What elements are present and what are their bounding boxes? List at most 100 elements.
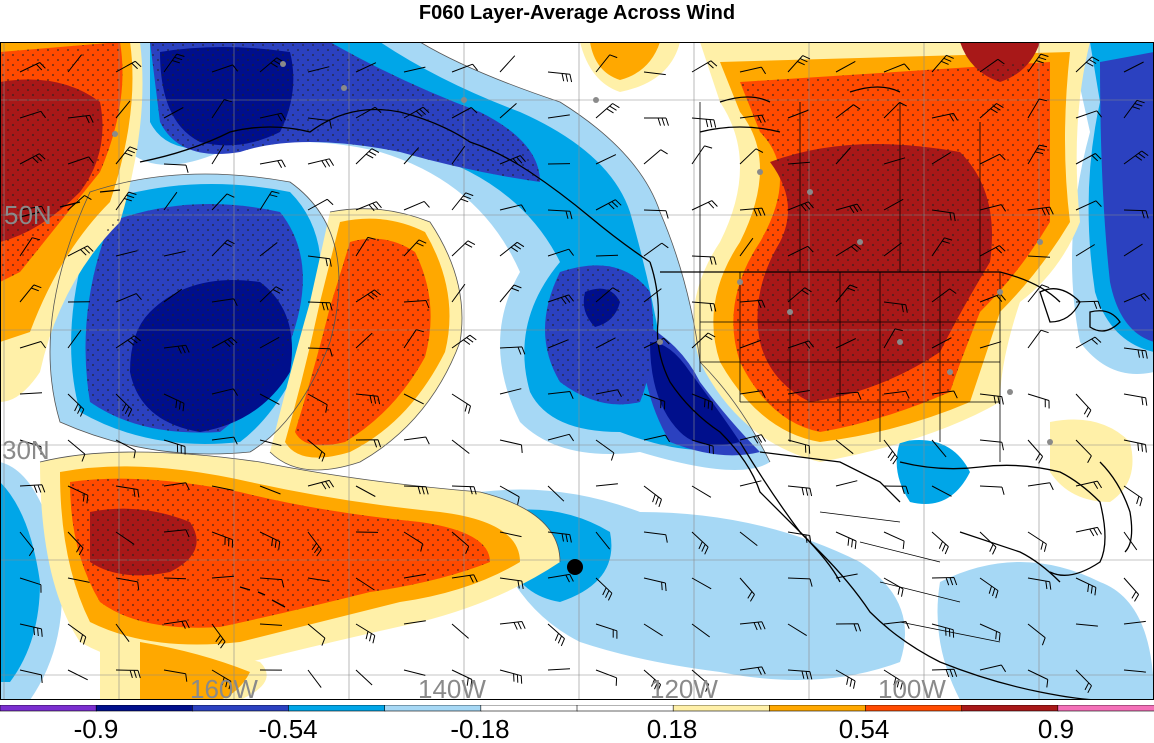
wind-barb (499, 439, 523, 453)
colorbar-swatch (192, 705, 290, 712)
wind-barb (979, 204, 1007, 212)
colorbar-label: -0.18 (450, 714, 509, 743)
wind-barb (835, 104, 861, 119)
station-dot (1007, 389, 1013, 395)
wind-barb (739, 577, 755, 602)
wind-barb (499, 621, 526, 630)
wind-barb (835, 573, 858, 579)
wind-barb (1027, 255, 1051, 258)
wind-barb (403, 106, 430, 119)
wind-barb (67, 156, 94, 165)
canada-coast-islands (699, 86, 901, 133)
wind-barb (1075, 623, 1098, 627)
wind-barb (643, 288, 662, 303)
wind-barb (931, 531, 949, 555)
wind-barb (211, 669, 232, 690)
wind-barb (979, 439, 1004, 451)
wind-barb (259, 57, 284, 73)
wind-barb (883, 531, 905, 550)
wind-barb (931, 390, 958, 399)
station-dot (461, 97, 467, 103)
wind-barb (451, 669, 473, 688)
wind-barb (67, 623, 87, 645)
wind-barb (499, 669, 523, 684)
wind-barb (931, 668, 958, 678)
wind-barb (211, 298, 238, 307)
wind-barb (451, 192, 474, 211)
wind-barb (355, 439, 382, 448)
wind-barb (787, 390, 810, 395)
wind-barb (307, 531, 322, 557)
wind-barb (355, 106, 382, 119)
wind-barb (115, 100, 131, 119)
wind-barb (1075, 300, 1102, 309)
wind-barb (259, 623, 283, 626)
wind-barb (979, 58, 1005, 73)
wind-barb (211, 337, 238, 349)
wind-barb (1027, 329, 1049, 349)
wind-barb (931, 288, 957, 303)
wind-barb (451, 485, 477, 495)
wind-barb (835, 243, 862, 257)
wind-barb (451, 145, 466, 165)
wind-barb (67, 114, 94, 124)
field-blob-yellow-florida (1050, 419, 1133, 502)
wind-barb (644, 117, 669, 126)
wind-barb (979, 664, 1007, 673)
wind-barb (595, 154, 617, 165)
wind-barb (355, 623, 376, 644)
gulf-coast (899, 461, 1106, 576)
wind-barb (451, 439, 470, 454)
wind-barb (307, 479, 335, 490)
wind-barb (163, 288, 183, 303)
wind-barb (355, 289, 381, 303)
wind-barb (67, 393, 85, 417)
wind-barb (979, 293, 1006, 303)
colorbar-label: -0.9 (74, 714, 119, 743)
wind-barb (835, 669, 856, 689)
wind-barb (835, 531, 857, 549)
wind-barb (643, 531, 668, 543)
wind-barb (259, 577, 285, 588)
wind-barb (1027, 98, 1048, 119)
wind-barb (691, 439, 714, 455)
wind-barb (307, 255, 332, 267)
colorbar-swatch (961, 705, 1059, 712)
field-blob-orange-north-strip (590, 42, 660, 80)
field-blob-mid-blue-east (1100, 52, 1154, 342)
wind-barb (451, 623, 469, 639)
wind-barb (1027, 531, 1047, 552)
wind-barb (1123, 669, 1146, 673)
wind-barb (307, 439, 326, 462)
wind-barb (595, 337, 616, 349)
stipple-blue-north (150, 42, 540, 182)
wind-barb (19, 439, 42, 455)
station-dot (807, 189, 813, 195)
wind-barb (547, 391, 574, 400)
wind-barb (739, 390, 766, 399)
station-dots (112, 61, 1053, 445)
wind-barb (19, 153, 46, 165)
wind-barb (403, 531, 424, 552)
wind-barb (307, 347, 333, 357)
wind-barb (979, 485, 1005, 495)
wind-barb (1123, 99, 1145, 119)
wind-barb (403, 620, 426, 625)
wind-barb (19, 669, 43, 683)
wind-barb (595, 199, 622, 211)
wind-barb (979, 393, 1004, 405)
field-blob-light-blue-se (937, 562, 1154, 700)
lon-label-120w: 120W (650, 674, 718, 700)
wind-barb (211, 575, 234, 579)
wind-barb (643, 623, 663, 637)
wind-barb (979, 577, 999, 599)
wind-barb (1075, 110, 1102, 119)
wind-barb (547, 433, 575, 442)
wind-barb (67, 669, 88, 681)
wind-barb (595, 103, 620, 119)
wind-barb (883, 390, 910, 399)
wind-barb (1075, 393, 1092, 418)
wind-barb (451, 240, 476, 257)
wind-barb (67, 577, 90, 583)
wind-barb (1123, 61, 1144, 73)
